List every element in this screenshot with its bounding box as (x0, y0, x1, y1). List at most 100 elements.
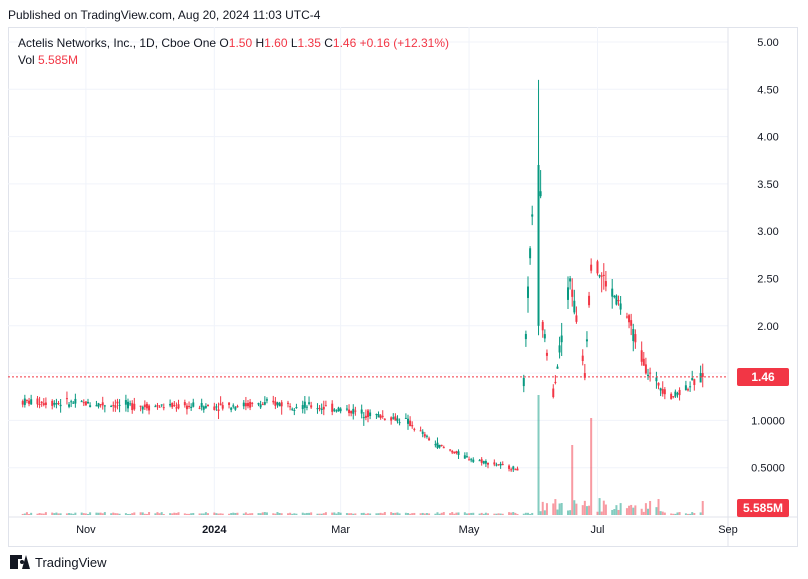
candle-body (552, 388, 555, 398)
volume-bar (131, 513, 134, 515)
volume-bar (398, 513, 401, 515)
volume-bar (57, 513, 60, 515)
candle-body (678, 389, 681, 396)
candle-body (228, 402, 231, 405)
candle-body (261, 404, 264, 406)
volume-bar (684, 513, 687, 515)
candle-body (543, 334, 546, 339)
x-axis: Nov 2024 Mar May Jul Sep (8, 516, 798, 536)
candle-body (99, 404, 102, 406)
chart-frame (8, 27, 798, 547)
candle-body (558, 345, 561, 353)
candle-body (478, 460, 481, 462)
volume-bar (558, 503, 561, 515)
candle-body (510, 469, 513, 471)
candle-body (649, 372, 652, 374)
volume-bar (689, 513, 692, 515)
volume-bar (158, 513, 161, 515)
volume-bar (169, 513, 172, 515)
candle-body (497, 464, 500, 466)
candle-body (512, 466, 515, 470)
volume-bar (381, 513, 384, 515)
candle-body (508, 465, 511, 469)
symbol-name[interactable]: Actelis Networks, Inc., 1D, Cboe One (18, 36, 217, 50)
volume-bar (457, 512, 460, 515)
candle-body (360, 409, 363, 414)
last-volume-tag: 5.585M (737, 499, 789, 517)
candle-body (116, 401, 119, 404)
volume-bar (615, 505, 618, 515)
volume-bar (539, 511, 542, 515)
candle-body (672, 396, 675, 398)
candle-body (634, 334, 637, 343)
volume-bar (249, 513, 252, 515)
candle-body (57, 403, 60, 405)
volume-bar (278, 513, 281, 515)
candle-body (200, 403, 203, 408)
candle-body (409, 420, 412, 427)
y-axis: 5.004.504.003.503.002.502.001.501.00000.… (727, 27, 785, 547)
volume-bar (215, 513, 218, 515)
candle-body (188, 405, 191, 407)
candle-body (295, 407, 298, 409)
volume-bar (670, 513, 673, 515)
volume-bar (375, 513, 378, 515)
volume-bar (244, 512, 247, 515)
candle-body (202, 406, 205, 410)
candle-body (305, 406, 308, 408)
volume-bar (394, 512, 397, 515)
candle-body (348, 409, 351, 414)
volume-bar (276, 512, 279, 515)
candle-body (124, 400, 127, 405)
candle-body (556, 366, 559, 369)
volume-bar (198, 513, 201, 515)
candle-body (139, 405, 142, 407)
candle-body (145, 403, 148, 409)
y-tick-label: 2.50 (757, 274, 778, 286)
candle-body (516, 468, 519, 471)
volume-bar (567, 510, 569, 515)
volume-bar (308, 512, 311, 515)
candle-body (619, 303, 622, 310)
volume-bar (339, 512, 342, 515)
candle-body (468, 459, 471, 461)
candle-body (82, 402, 85, 404)
volume-bar (383, 512, 386, 515)
volume-bar (617, 509, 620, 515)
candle-body (234, 406, 237, 410)
candle-body (367, 410, 369, 418)
candle-body (251, 402, 254, 404)
volume-bar (428, 513, 431, 515)
candle-body (204, 406, 207, 408)
candle-body (484, 461, 487, 464)
volume-bar (112, 512, 115, 515)
volume-bar (423, 513, 426, 515)
volume-bar (672, 513, 675, 515)
volume-bar (440, 512, 443, 515)
footer[interactable]: TradingView (10, 553, 107, 571)
volume-bar (527, 512, 529, 515)
price-chart[interactable]: 5.00 4.50 4.00 3.50 3.00 2.50 2.00 1.50 1.0000 0.… (8, 27, 798, 547)
volume-bar (369, 513, 372, 515)
volume-bar (219, 513, 222, 515)
volume-bar (324, 512, 327, 515)
volume-bar (661, 511, 664, 515)
volume-label: Vol (18, 53, 35, 67)
candle-body (632, 329, 635, 342)
candle-body (465, 456, 468, 458)
candle-body (242, 402, 245, 407)
candle-body (581, 355, 584, 362)
candle-body (337, 407, 340, 412)
candle-body (691, 378, 694, 381)
candle-body (655, 377, 658, 382)
candle-body (611, 288, 614, 297)
candle-body (51, 400, 54, 406)
candle-body (118, 404, 121, 406)
candle-body (169, 403, 172, 406)
volume-bar (367, 513, 369, 515)
candle-body (554, 381, 557, 383)
candle-body (455, 451, 458, 454)
volume-bar (291, 513, 294, 515)
volume-bar (449, 513, 452, 515)
volume-bar (228, 513, 231, 515)
